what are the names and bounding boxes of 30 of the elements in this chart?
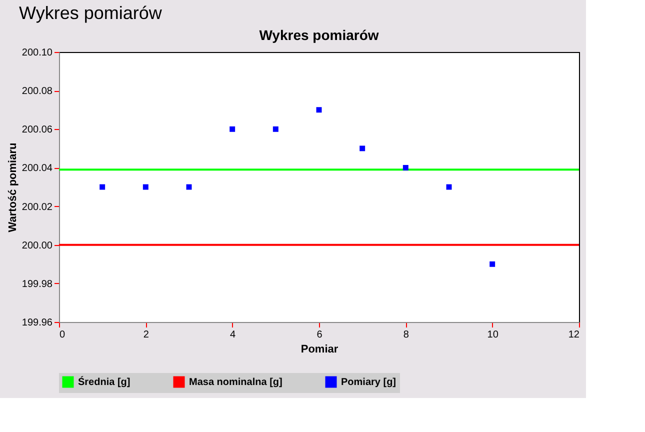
y-tick-label: 199.98 bbox=[22, 278, 53, 290]
y-tick-label: 200.08 bbox=[22, 86, 53, 98]
point bbox=[360, 146, 366, 152]
point bbox=[402, 164, 408, 170]
x-tick-label: 2 bbox=[143, 330, 150, 340]
x-tick-label: 10 bbox=[487, 330, 499, 340]
x-tick-label: 4 bbox=[230, 330, 236, 340]
point bbox=[272, 126, 278, 132]
x-tick-label: 0 bbox=[60, 330, 66, 340]
x-tick-label: 12 bbox=[568, 330, 580, 340]
y-tick-label: 200.06 bbox=[22, 124, 53, 136]
y-axis-title: Wartość pomiaru bbox=[6, 142, 19, 232]
point bbox=[316, 107, 322, 113]
y-tick-label: 199.96 bbox=[22, 318, 53, 328]
legend-label: Średnia [g] bbox=[78, 376, 130, 388]
y-tick-label: 200.10 bbox=[22, 48, 53, 58]
point bbox=[142, 184, 148, 190]
x-tick-label: 8 bbox=[403, 330, 410, 340]
point bbox=[230, 126, 236, 132]
legend-label: Pomiary [g] bbox=[341, 377, 396, 388]
y-tick-label: 200.02 bbox=[22, 202, 53, 213]
chart-title: Wykres pomiarów bbox=[259, 27, 379, 43]
x-tick-label: 6 bbox=[316, 330, 323, 340]
text: Wykres pomiarów bbox=[19, 3, 163, 23]
legend-label: Masa nominalna [g] bbox=[189, 377, 282, 388]
point bbox=[490, 261, 496, 267]
x-axis-title: Pomiar bbox=[300, 344, 339, 356]
y-tick-label: 200.04 bbox=[22, 163, 53, 174]
y-tick-label: 200.00 bbox=[22, 240, 53, 252]
point bbox=[100, 184, 106, 190]
